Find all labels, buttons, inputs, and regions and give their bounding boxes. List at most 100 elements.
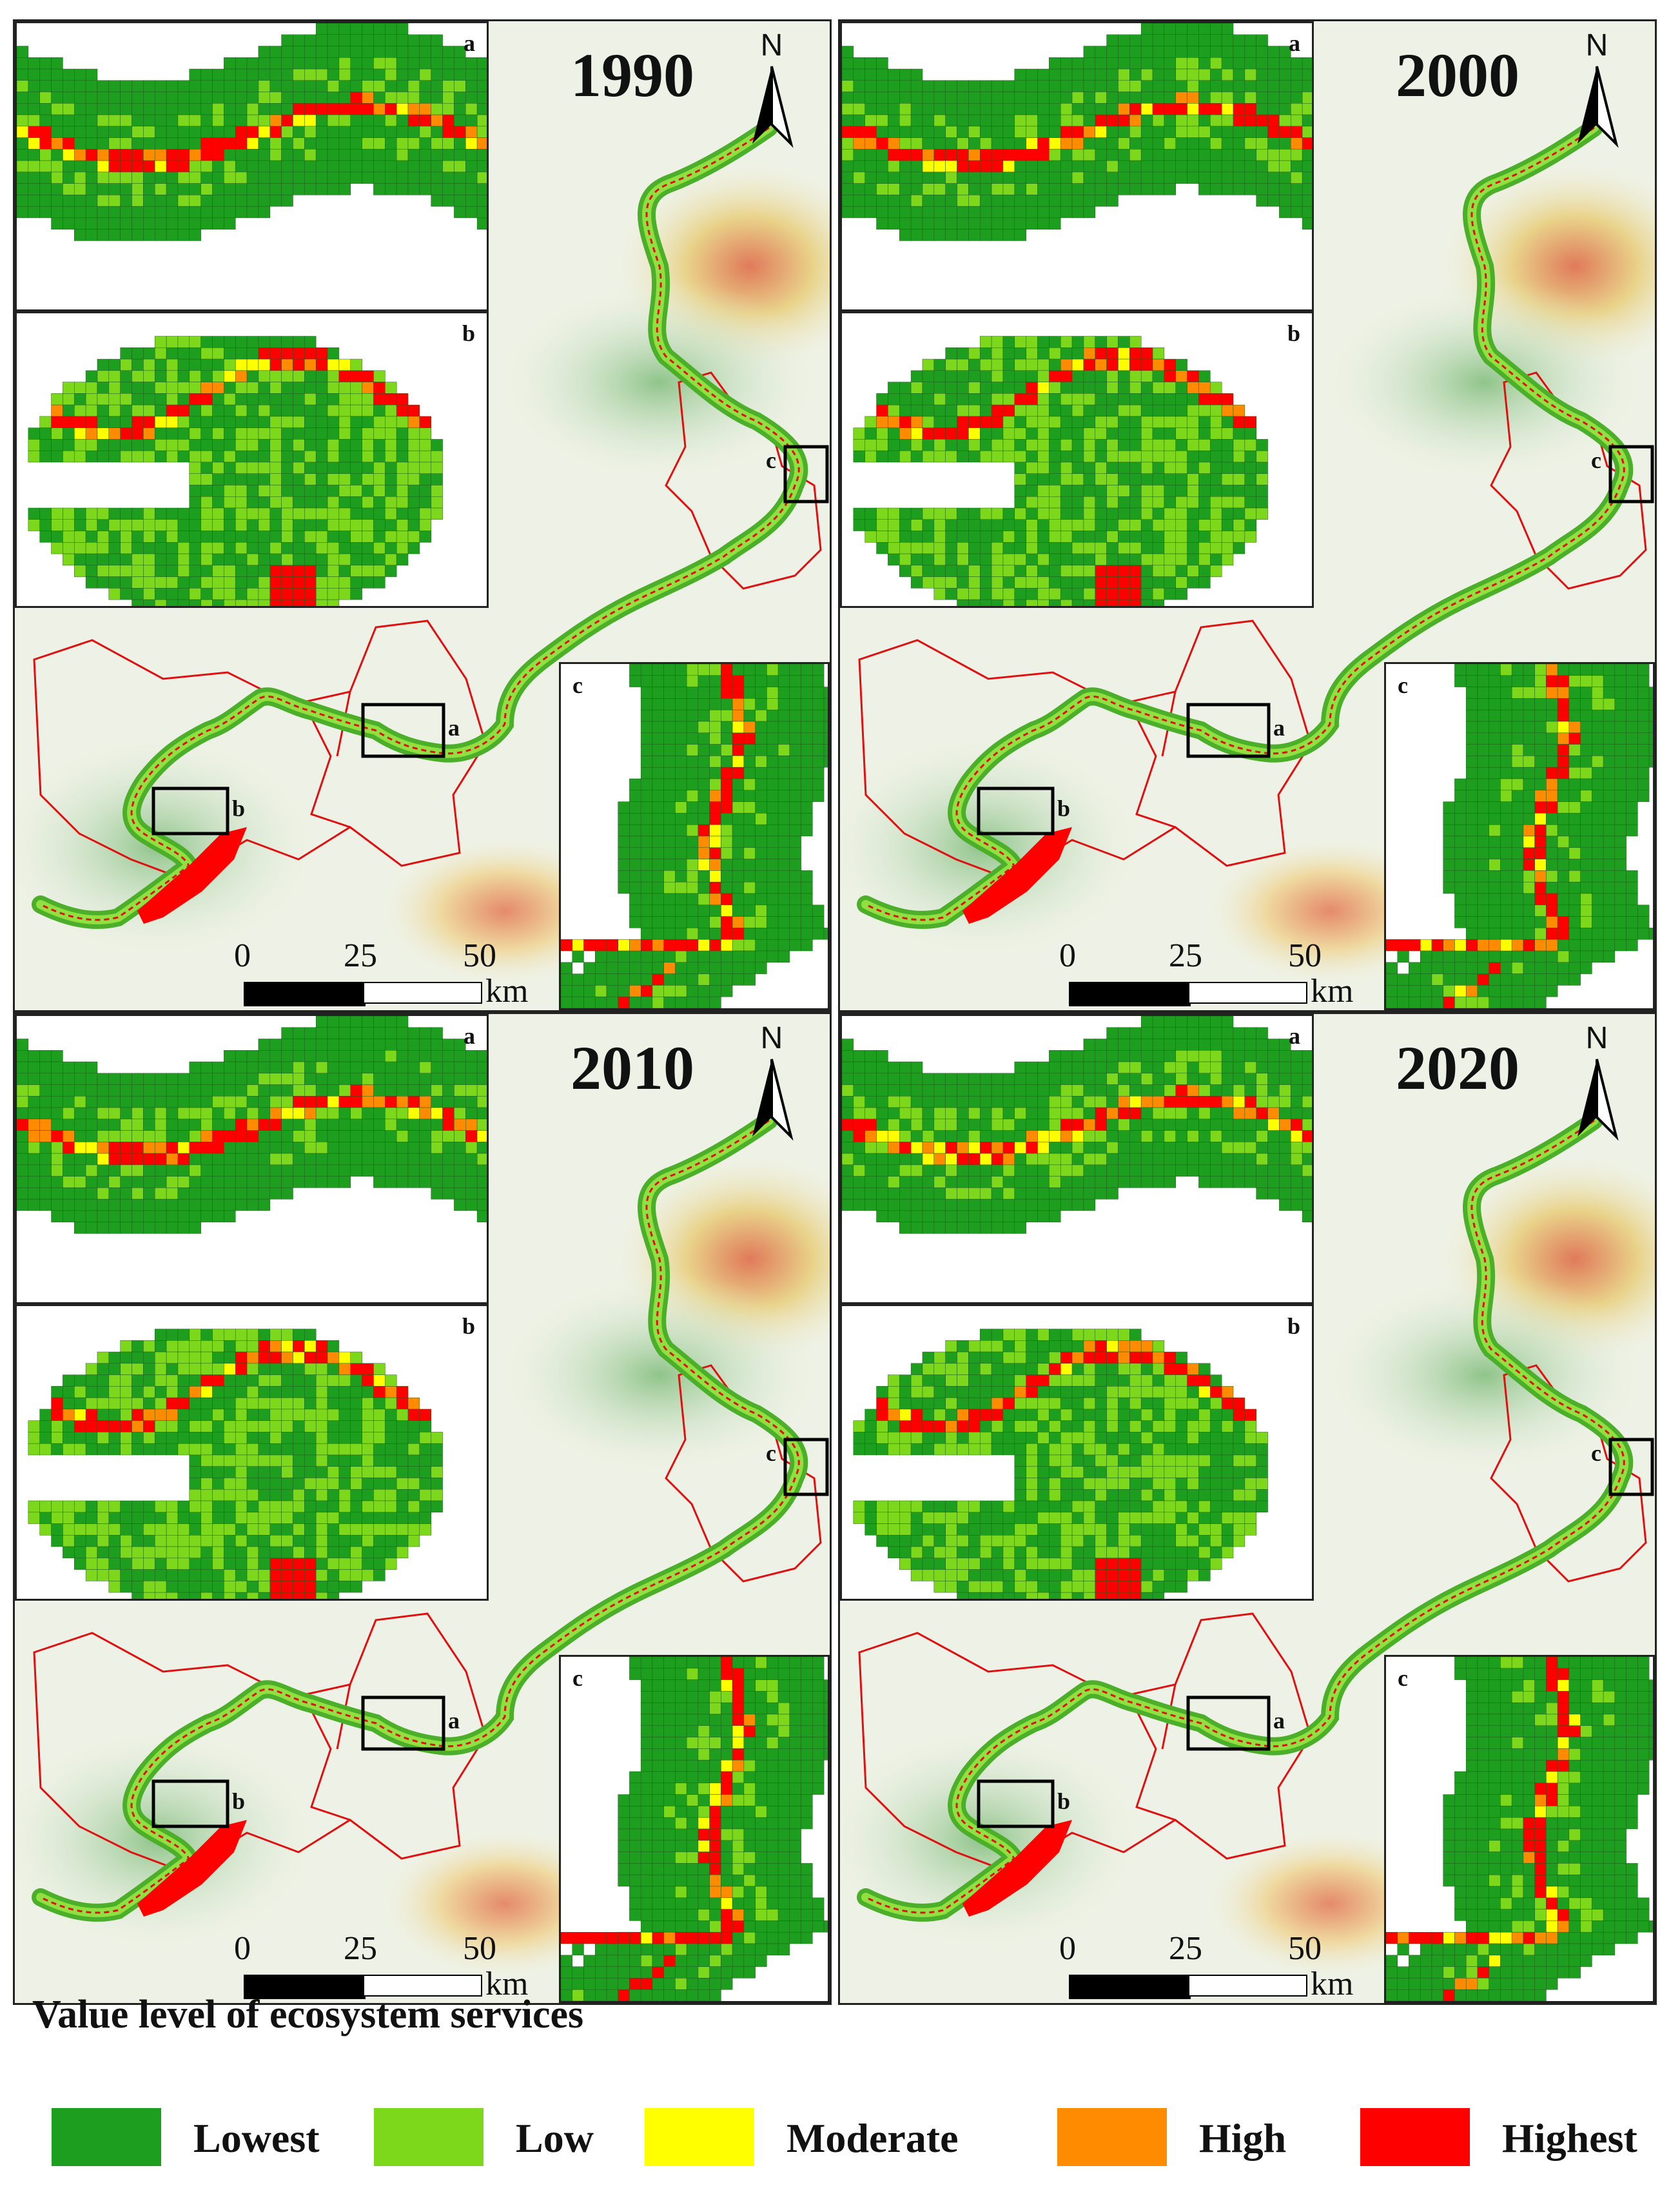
legend-title: Value level of ecosystem services: [32, 1993, 584, 2037]
legend-swatch-moderate: [645, 2108, 754, 2166]
inset-b-label: b: [462, 1313, 475, 1339]
north-arrow-icon: [752, 1059, 794, 1141]
year-title: 1990: [571, 41, 694, 110]
reservoir-highest: [962, 1820, 1072, 1917]
box-c-label: c: [1591, 1440, 1601, 1466]
river-centerline: [865, 1119, 1625, 1914]
scale-segment-white: [1188, 982, 1307, 1004]
admin-boundary-west: [33, 620, 487, 880]
terrain-mid: [492, 279, 827, 485]
river-centerline: [40, 1119, 800, 1914]
inset-b: b: [15, 1304, 489, 1601]
scale-tick-0: 0: [234, 937, 251, 974]
map-panel-1990: a b c 1990 N a b c 0 25 50 km: [13, 19, 832, 1012]
terrain-mid: [1317, 279, 1652, 485]
box-a-label: a: [448, 1708, 460, 1734]
reservoir-highest: [137, 827, 247, 924]
inset-b: b: [840, 311, 1314, 608]
box-c-label: c: [1591, 447, 1601, 473]
inset-c-label: c: [572, 1665, 583, 1691]
terrain-mid: [1317, 1272, 1652, 1478]
inset-b-map: [853, 336, 1268, 606]
scale-unit: km: [1311, 1966, 1354, 2002]
legend-label-highest: Highest: [1502, 2115, 1637, 2161]
north-arrow: N: [1565, 28, 1629, 157]
north-arrow-icon: [752, 66, 794, 148]
inset-a-label: a: [1289, 30, 1300, 56]
inset-c-map: [1386, 664, 1653, 1008]
box-c: [783, 1438, 829, 1496]
box-c-label: c: [766, 1440, 776, 1466]
legend-swatch-low: [374, 2108, 483, 2166]
inset-a-label: a: [464, 30, 475, 56]
inset-c: c: [1384, 662, 1655, 1010]
box-a: [361, 1695, 445, 1751]
scale-segment-black: [244, 1975, 366, 1999]
inset-c: c: [1384, 1655, 1655, 2003]
north-letter: N: [760, 28, 783, 63]
terrain-mid: [492, 1272, 827, 1478]
north-arrow: N: [739, 1021, 804, 1149]
legend-swatch-lowest: [52, 2108, 161, 2166]
inset-a-label: a: [1289, 1023, 1300, 1049]
inset-b-map: [853, 1329, 1268, 1599]
scale-tick-50: 50: [463, 1930, 496, 1967]
inset-a-map: [842, 23, 1312, 241]
scale-unit: km: [1311, 973, 1354, 1010]
box-b: [151, 1779, 230, 1828]
inset-c-map: [561, 1657, 828, 2001]
box-b-label: b: [232, 1788, 246, 1814]
map-panel-2000: a b c 2000 N a b c 0 25 50 km: [838, 19, 1657, 1012]
inset-a-map: [842, 1016, 1312, 1234]
box-c: [1608, 445, 1654, 503]
scale-segment-white: [363, 1975, 482, 1997]
river-centerline: [865, 126, 1625, 921]
north-letter: N: [1585, 28, 1608, 63]
inset-a: a: [15, 21, 489, 311]
box-b: [977, 1779, 1055, 1828]
scale-tick-25: 25: [1169, 1930, 1202, 1967]
admin-boundary-west: [33, 1612, 487, 1873]
scale-tick-0: 0: [1059, 1930, 1076, 1967]
scale-tick-50: 50: [1288, 1930, 1322, 1967]
inset-b: b: [840, 1304, 1314, 1601]
inset-c: c: [559, 1655, 830, 2003]
scale-bar: 0 25 50 km: [228, 1930, 528, 2002]
admin-boundary-inner-1: [304, 1697, 351, 1821]
inset-c-map: [1386, 1657, 1653, 2001]
inset-a-label: a: [464, 1023, 475, 1049]
reservoir-highest: [962, 827, 1072, 924]
inset-a: a: [840, 1014, 1314, 1304]
scale-tick-0: 0: [234, 1930, 251, 1967]
legend-label-high: High: [1199, 2115, 1287, 2161]
inset-a: a: [15, 1014, 489, 1304]
box-c: [783, 445, 829, 503]
legend-label-low: Low: [516, 2115, 594, 2161]
scale-segment-white: [1188, 1975, 1307, 1997]
box-b-label: b: [232, 796, 246, 821]
admin-boundary-west: [858, 1612, 1312, 1873]
scale-segment-white: [363, 982, 482, 1004]
box-c-label: c: [766, 447, 776, 473]
admin-boundary-west: [858, 620, 1312, 880]
inset-c-label: c: [1398, 672, 1408, 698]
scale-tick-50: 50: [1288, 937, 1322, 974]
scale-segment-black: [1069, 982, 1191, 1006]
river-centerline: [40, 126, 800, 921]
scale-bar: 0 25 50 km: [228, 937, 528, 1010]
reservoir-highest: [137, 1820, 247, 1917]
box-b-label: b: [1057, 796, 1071, 821]
legend-label-lowest: Lowest: [193, 2115, 320, 2161]
box-b-label: b: [1057, 1788, 1071, 1814]
box-c: [1608, 1438, 1654, 1496]
inset-c: c: [559, 662, 830, 1010]
year-title: 2000: [1396, 41, 1519, 110]
inset-b-label: b: [1287, 1313, 1300, 1339]
map-panel-2020: a b c 2020 N a b c 0 25 50 km: [838, 1012, 1657, 2005]
north-letter: N: [760, 1021, 783, 1055]
north-arrow: N: [739, 28, 804, 157]
legend: Lowest Low Moderate High Highest: [52, 2108, 1663, 2179]
inset-b-label: b: [462, 320, 475, 346]
inset-b-map: [28, 336, 443, 606]
inset-b-map: [28, 1329, 443, 1599]
